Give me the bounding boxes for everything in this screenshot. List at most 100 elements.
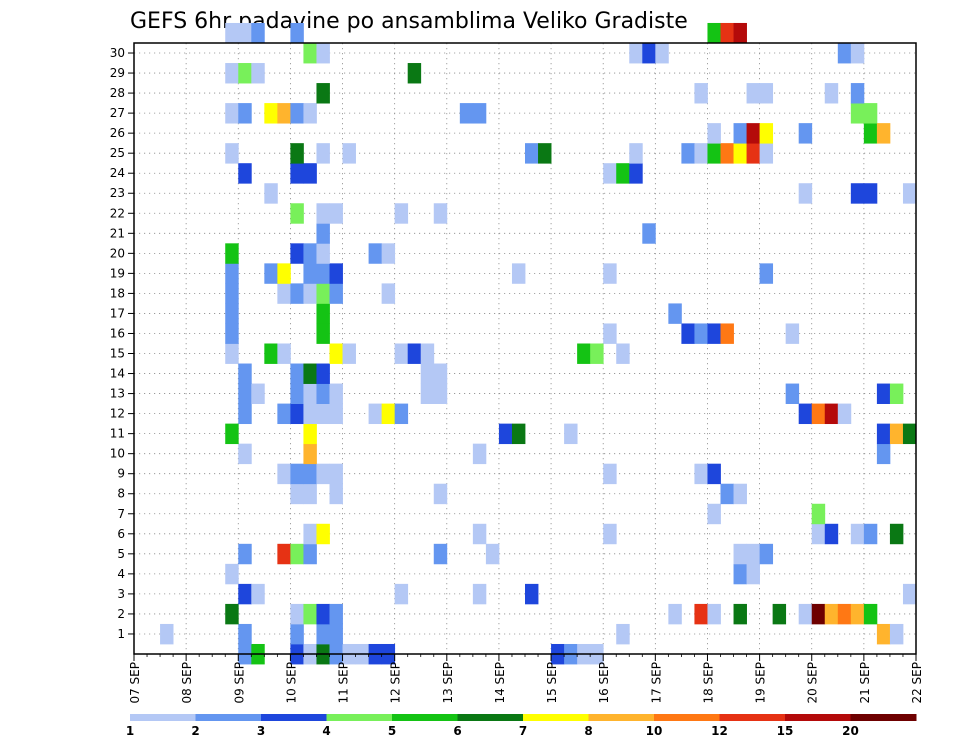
heatmap-cell (277, 543, 291, 565)
heatmap-cell (733, 123, 747, 144)
heatmap-cell (902, 183, 917, 204)
heatmap-cell (629, 43, 643, 64)
heatmap-cell (303, 283, 317, 304)
heatmap-cell (759, 123, 774, 144)
heatmap-cell (264, 343, 278, 364)
heatmap-cell (329, 403, 343, 425)
heatmap-cell (329, 623, 343, 645)
y-tick-label: 14 (110, 367, 125, 381)
heatmap-cell (472, 103, 487, 124)
heatmap-cell (511, 263, 526, 284)
heatmap-cell (603, 263, 617, 284)
y-tick-label: 29 (110, 66, 125, 80)
heatmap-cell (303, 483, 317, 505)
colorbar-swatch (785, 714, 851, 721)
heatmap-cell (277, 403, 291, 425)
heatmap-cell (316, 403, 330, 425)
y-tick-label: 30 (110, 46, 125, 60)
heatmap-cell (381, 283, 396, 304)
heatmap-cell (290, 543, 304, 565)
heatmap-cell (433, 543, 448, 565)
heatmap-cell (863, 603, 878, 625)
heatmap-cell (720, 143, 734, 164)
heatmap-cell (863, 103, 878, 124)
heatmap-cell (394, 343, 409, 364)
heatmap-cell (329, 383, 343, 404)
heatmap-cell (238, 63, 252, 84)
heatmap-cell (746, 83, 760, 104)
heatmap-cell (642, 43, 656, 64)
heatmap-cell (603, 463, 617, 485)
heatmap-cell (264, 183, 278, 204)
heatmap-cell (303, 403, 317, 425)
heatmap-cell (668, 303, 682, 324)
heatmap-cell (616, 343, 630, 364)
heatmap-cell (225, 63, 239, 84)
heatmap-cell (472, 583, 487, 605)
heatmap-cell (251, 583, 265, 605)
heatmap-cell (629, 163, 643, 184)
heatmap-cell (876, 123, 891, 144)
y-tick-label: 7 (117, 507, 125, 521)
heatmap-cell (238, 103, 252, 124)
heatmap-cell (720, 22, 734, 44)
x-tick-label: 10 SEP (284, 662, 298, 704)
heatmap-cell (303, 603, 317, 625)
heatmap-cell (407, 343, 422, 364)
heatmap-cell (785, 323, 800, 344)
heatmap-cell (798, 183, 813, 204)
heatmap-cell (420, 383, 435, 404)
heatmap-cell (264, 263, 278, 284)
heatmap-cell (472, 443, 487, 465)
heatmap-cell (290, 463, 304, 485)
heatmap-cell (303, 423, 317, 445)
colorbar-swatch (457, 714, 524, 721)
heatmap-cell (694, 603, 708, 625)
heatmap-cell (850, 103, 865, 124)
heatmap-cell (629, 143, 643, 164)
x-tick-label: 21 SEP (858, 662, 872, 704)
heatmap-cell (485, 543, 500, 565)
chart-title: GEFS 6hr padavine po ansamblima Veliko G… (130, 9, 688, 34)
heatmap-cell (759, 83, 774, 104)
heatmap-cell (316, 323, 330, 344)
colorbar-swatch (719, 714, 786, 721)
heatmap-cell (303, 463, 317, 485)
heatmap-cell (381, 243, 396, 264)
y-tick-label: 27 (110, 106, 125, 120)
x-tick-label: 14 SEP (493, 662, 507, 704)
heatmap-cell (238, 363, 252, 384)
heatmap-cell (590, 343, 604, 364)
heatmap-cell (746, 143, 760, 164)
heatmap-cell (290, 143, 304, 164)
y-tick-label: 21 (110, 226, 125, 240)
y-tick-label: 25 (110, 146, 125, 160)
heatmap-cell (433, 483, 448, 505)
colorbar-swatch (326, 714, 393, 721)
colorbar-tick-label: 12 (711, 724, 728, 738)
heatmap-cell (342, 143, 356, 164)
heatmap-cell (733, 563, 747, 585)
heatmap-cell (290, 623, 304, 645)
heatmap-cell (681, 143, 695, 164)
heatmap-cell (824, 603, 839, 625)
heatmap-cell (303, 243, 317, 264)
heatmap-cell (733, 603, 747, 625)
x-tick-label: 16 SEP (597, 662, 611, 704)
heatmap-cell (538, 143, 552, 164)
heatmap-cell (225, 22, 239, 44)
colorbar-tick-label: 15 (777, 724, 794, 738)
heatmap-cell (746, 543, 760, 565)
heatmap-cell (785, 383, 800, 404)
heatmap-cell (316, 523, 330, 545)
heatmap-cell (824, 523, 839, 545)
heatmap-cell (316, 83, 330, 104)
heatmap-cell (668, 603, 682, 625)
heatmap-cell (498, 423, 513, 445)
heatmap-cell (707, 463, 721, 485)
heatmap-cell (394, 403, 409, 425)
y-tick-label: 20 (110, 246, 125, 260)
heatmap-cell (290, 363, 304, 384)
x-tick-label: 13 SEP (441, 662, 455, 704)
